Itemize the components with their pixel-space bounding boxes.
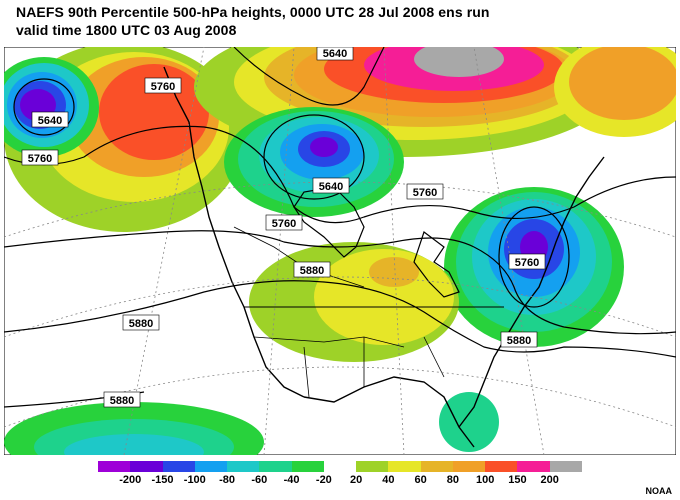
legend-swatch <box>291 461 324 472</box>
legend-swatch <box>452 461 486 472</box>
legend-tick-label: 200 <box>540 474 559 486</box>
contour-label-west-5880: 5880 <box>122 314 160 331</box>
legend-swatch <box>98 461 131 472</box>
svg-text:5640: 5640 <box>319 181 343 193</box>
north-canada-ridge <box>194 47 676 157</box>
legend-tick-label: -40 <box>283 474 300 486</box>
color-legend <box>98 461 582 472</box>
svg-text:5880: 5880 <box>110 395 134 407</box>
svg-text:5760: 5760 <box>272 218 296 230</box>
geographic-boundaries <box>163 66 605 448</box>
svg-text:5760: 5760 <box>413 187 437 199</box>
legend-tick-label: 150 <box>508 474 527 486</box>
legend-swatch <box>549 461 582 472</box>
svg-text:5880: 5880 <box>300 265 324 277</box>
legend-swatch <box>388 461 421 472</box>
legend-tick-label: -20 <box>315 474 332 486</box>
contour-label-pacific-5640: 5640 <box>31 111 69 128</box>
svg-text:5640: 5640 <box>323 48 347 60</box>
legend-tick-label: 60 <box>414 474 427 486</box>
legend-tick-label: -100 <box>183 474 206 486</box>
contour-label-pacific-s-5880: 5880 <box>103 391 141 408</box>
contour-label-canada-5760: 5760 <box>406 183 444 200</box>
legend-swatch <box>323 461 357 472</box>
svg-text:5880: 5880 <box>129 318 153 330</box>
valid-time-subtitle: valid time 1800 UTC 03 Aug 2008 <box>16 22 237 38</box>
legend-swatch <box>517 461 550 472</box>
legend-swatch <box>194 461 228 472</box>
svg-text:5760: 5760 <box>28 153 52 165</box>
legend-swatch <box>259 461 292 472</box>
contour-label-se-5880: 5880 <box>500 331 538 348</box>
legend-tick-label: 40 <box>382 474 395 486</box>
sw-and-gulf-anomalies <box>4 392 499 455</box>
legend-swatch <box>485 461 518 472</box>
hudson-trough <box>224 107 404 217</box>
credit-label: NOAA <box>645 486 673 496</box>
contour-label-hudson-5640: 5640 <box>312 177 350 194</box>
contour-label-pacific-5760: 5760 <box>21 149 59 166</box>
contour-label-nw-5760: 5760 <box>144 77 182 94</box>
legend-tick-label: 20 <box>350 474 363 486</box>
svg-text:5640: 5640 <box>38 115 62 127</box>
contour-label-hudson-5760: 5760 <box>265 214 303 231</box>
svg-text:5760: 5760 <box>151 81 175 93</box>
contour-label-plains-5880: 5880 <box>293 261 331 278</box>
legend-tick-label: 100 <box>476 474 495 486</box>
legend-tick-label: -60 <box>251 474 268 486</box>
legend-tick-label: -80 <box>219 474 236 486</box>
legend-swatch <box>420 461 453 472</box>
svg-text:5760: 5760 <box>515 257 539 269</box>
svg-text:5880: 5880 <box>507 335 531 347</box>
legend-tick-label: -200 <box>119 474 142 486</box>
legend-tick-label: 80 <box>446 474 460 486</box>
legend-swatch <box>162 461 195 472</box>
legend-swatch <box>130 461 163 472</box>
height-contours <box>4 47 676 408</box>
legend-swatch <box>356 461 389 472</box>
legend-swatch <box>227 461 260 472</box>
legend-tick-label: -150 <box>151 474 174 486</box>
contour-label-top-5640: 5640 <box>316 47 354 61</box>
height-anomaly-map: 5760 5640 5760 5640 5640 5760 5760 5880 <box>4 47 676 455</box>
contour-label-east-5760: 5760 <box>508 253 546 270</box>
map-title: NAEFS 90th Percentile 500-hPa heights, 0… <box>16 4 490 20</box>
